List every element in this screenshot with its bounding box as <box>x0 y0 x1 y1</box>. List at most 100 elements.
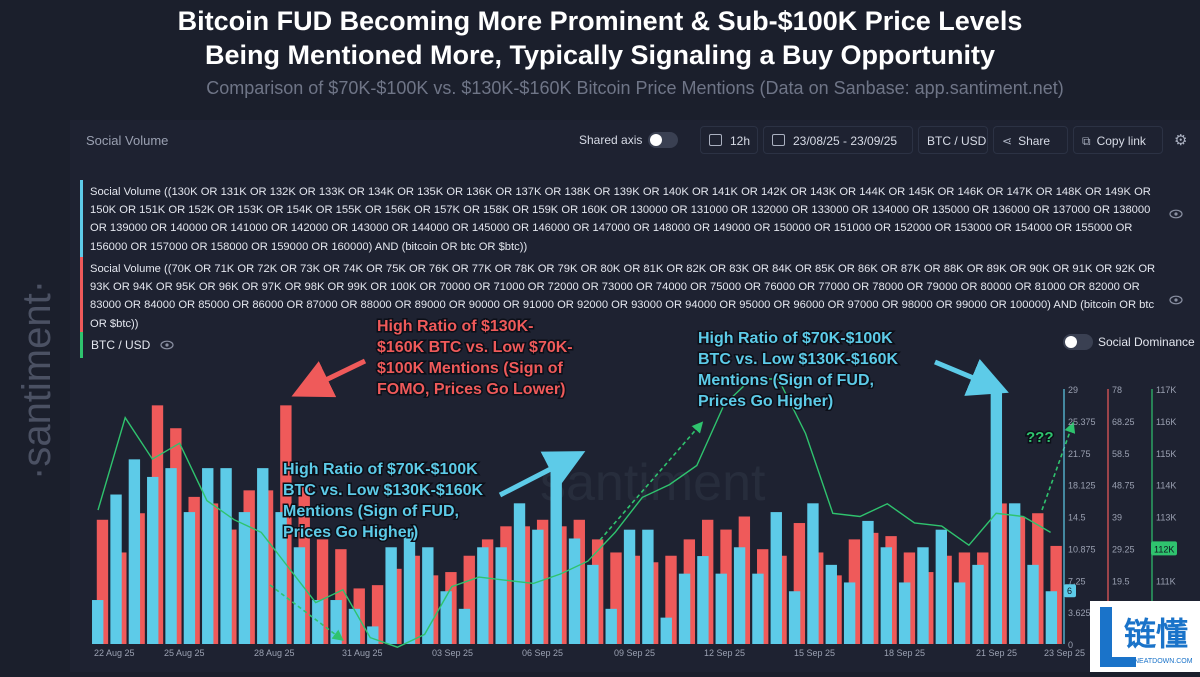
blue-bar <box>880 547 892 644</box>
blue-bar <box>587 564 599 644</box>
annotation-fud-left: Mentions (Sign of FUD, <box>283 503 459 520</box>
blue-bar <box>495 547 507 644</box>
chart-title: Bitcoin FUD Becoming More Prominent & Su… <box>0 4 1200 72</box>
blue-bar <box>532 529 544 644</box>
blue-bar <box>862 520 874 644</box>
blue-bar <box>165 468 177 644</box>
right-axis-tick: 78 <box>1112 385 1122 395</box>
annotation-fomo: $160K BTC vs. Low $70K- <box>377 339 573 356</box>
social-dominance-label: Social Dominance <box>1098 335 1195 349</box>
x-axis-tick: 12 Sep 25 <box>704 648 745 658</box>
shared-axis-toggle[interactable] <box>648 132 678 148</box>
annotation-fud-right: BTC vs. Low $130K-$160K <box>698 351 899 368</box>
blue-bar <box>147 476 159 644</box>
price-current-badge <box>1151 541 1177 556</box>
query-text: Social Volume ((70K OR 71K OR 72K OR 73K… <box>90 263 1156 330</box>
blue-arrow-right <box>934 358 1009 396</box>
projection-arrow-future <box>1041 421 1076 511</box>
blue-bar <box>642 529 654 644</box>
date-range-button[interactable]: 23/08/25 - 23/09/25 <box>763 126 913 154</box>
annotation-fud-right: High Ratio of $70K-$100K <box>698 330 893 347</box>
logo-text: 链懂 <box>1124 615 1188 653</box>
blue-bar <box>733 547 746 644</box>
query-text: Social Volume ((130K OR 131K OR 132K OR … <box>90 186 1151 253</box>
blue-bar <box>1008 503 1021 644</box>
red-bar <box>665 555 677 644</box>
query-70k-100k[interactable]: Social Volume ((70K OR 71K OR 72K OR 73K… <box>80 257 1175 336</box>
red-bar <box>371 585 384 644</box>
blue-bar <box>1045 591 1058 644</box>
blue-bar <box>385 547 397 644</box>
copy-link-label: Copy link <box>1096 134 1146 148</box>
toggle-knob <box>650 134 662 146</box>
right-axis-tick: 29.25 <box>1112 544 1135 554</box>
blue-bar <box>697 556 709 644</box>
eye-icon[interactable] <box>1169 295 1183 305</box>
blue-bar <box>330 600 342 644</box>
blue-bar <box>825 564 837 644</box>
price-current-label: 112K <box>1154 544 1174 554</box>
blue-bar <box>293 547 306 644</box>
panel-label: Social Volume <box>86 133 169 148</box>
blue-bar <box>972 564 984 644</box>
x-axis-tick: 23 Sep 25 <box>1044 648 1085 658</box>
blue-bar <box>935 529 948 644</box>
side-watermark-text: ·santiment· <box>15 280 59 480</box>
blue-bar <box>898 582 911 644</box>
chart-watermark: santiment <box>540 454 766 512</box>
blue-bar <box>110 494 122 644</box>
x-axis-tick: 18 Sep 25 <box>884 648 925 658</box>
blue-bar <box>403 529 416 644</box>
x-axis-tick: 21 Sep 25 <box>976 648 1017 658</box>
blue-bar <box>752 573 764 644</box>
calendar-icon <box>709 134 722 146</box>
annotation-fomo: $100K Mentions (Sign of <box>377 360 563 377</box>
left-axis-tick: 29 <box>1068 385 1078 395</box>
interval-button[interactable]: 12h <box>700 126 758 154</box>
blue-bar <box>917 547 929 644</box>
blue-bar <box>92 600 104 644</box>
settings-gear-icon[interactable]: ⚙ <box>1174 132 1188 149</box>
blue-bar <box>275 512 287 644</box>
left-axis-tick: 3.625 <box>1068 608 1091 618</box>
red-bar <box>316 539 329 644</box>
toggle-knob <box>1065 336 1077 348</box>
left-axis-tick: 18.125 <box>1068 481 1096 491</box>
blue-arrow-left <box>498 451 586 498</box>
btc-usd-legend[interactable]: BTC / USD <box>80 332 182 358</box>
x-axis-tick: 09 Sep 25 <box>614 648 655 658</box>
neatdown-logo: 链懂 NEATDOWN.COM <box>1090 601 1200 672</box>
blue-bar <box>678 573 691 644</box>
eye-icon[interactable] <box>160 340 174 350</box>
blue-bar <box>953 582 966 644</box>
x-axis-tick: 22 Aug 25 <box>94 648 135 658</box>
pair-button[interactable]: BTC / USD <box>918 126 988 154</box>
right-axis-tick: 68.25 <box>1112 417 1135 427</box>
chart-subtitle: Comparison of $70K-$100K vs. $130K-$160K… <box>206 78 1064 98</box>
copy-link-button[interactable]: ⧉ Copy link <box>1073 126 1163 154</box>
share-label: Share <box>1018 134 1051 148</box>
blue-bar <box>513 503 526 644</box>
price-axis-tick: 115K <box>1156 449 1176 459</box>
blue-bar <box>660 617 672 644</box>
blue-bar <box>568 538 581 644</box>
eye-icon[interactable] <box>1169 209 1183 219</box>
date-range-label: 23/08/25 - 23/09/25 <box>793 134 898 148</box>
annotation-fud-right: Mentions (Sign of FUD, <box>698 372 874 389</box>
query-130k-160k[interactable]: Social Volume ((130K OR 131K OR 132K OR … <box>80 180 1175 259</box>
interval-label: 12h <box>730 134 751 148</box>
btc-legend-label: BTC / USD <box>91 338 151 352</box>
blue-bar <box>440 591 452 644</box>
blue-bar <box>238 512 251 644</box>
blue-bar <box>477 547 489 644</box>
blue-bar <box>367 626 379 644</box>
left-axis-tick: 14.5 <box>1068 513 1086 523</box>
annotation-fud-left: BTC vs. Low $130K-$160K <box>283 482 484 499</box>
share-button[interactable]: ⋖ Share <box>993 126 1068 154</box>
left-axis-tick: 25.375 <box>1068 417 1096 427</box>
social-dominance-toggle[interactable] <box>1063 334 1093 350</box>
x-axis-tick: 06 Sep 25 <box>522 648 563 658</box>
blue-bar <box>128 459 141 644</box>
blue-current-label: 6 <box>1067 586 1072 596</box>
